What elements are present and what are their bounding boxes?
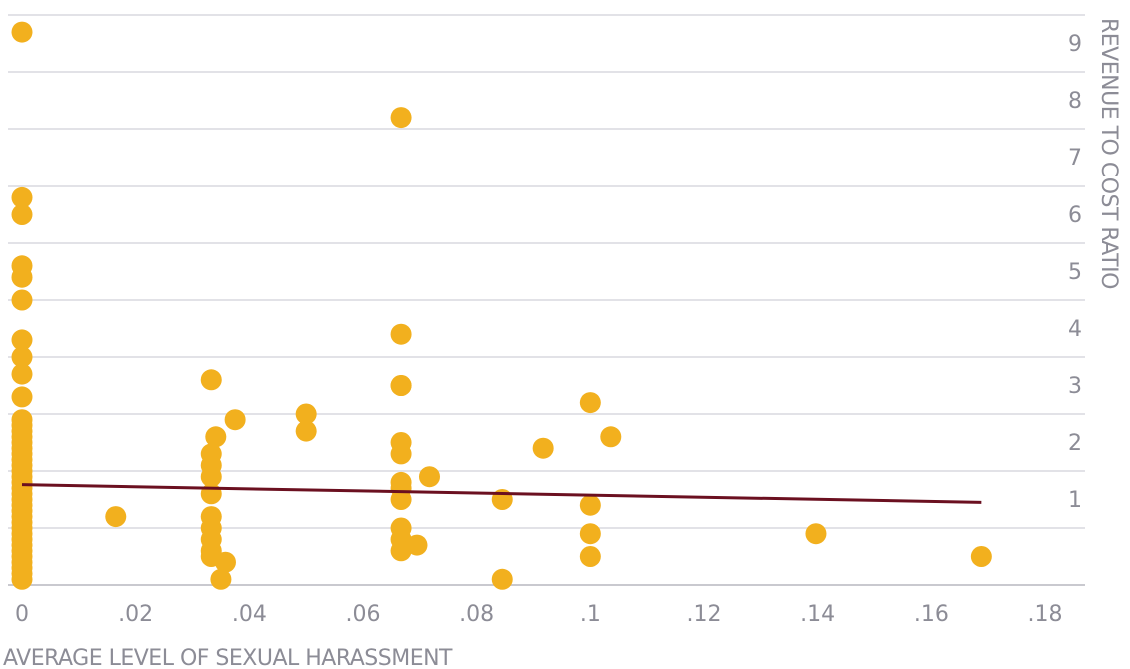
data-point <box>579 494 601 516</box>
x-tick-label: .08 <box>459 602 494 627</box>
y-tick-label: 1 <box>1068 488 1082 513</box>
data-point <box>11 204 33 225</box>
data-point <box>200 466 222 488</box>
data-point <box>406 534 428 556</box>
y-tick-label: 8 <box>1068 89 1082 114</box>
y-tick-label: 9 <box>1068 32 1082 57</box>
trendline-group <box>21 483 982 504</box>
y-axis-title: REVENUE TO COST RATIO <box>1096 18 1121 289</box>
data-point <box>11 568 33 590</box>
data-point <box>390 489 412 510</box>
data-point <box>11 329 33 351</box>
data-point <box>418 466 440 488</box>
x-tick-label: .02 <box>118 602 153 627</box>
data-point <box>11 21 33 43</box>
data-point <box>390 107 412 129</box>
data-point <box>200 483 222 505</box>
x-tick-label: .16 <box>914 602 949 627</box>
y-tick-label: 3 <box>1068 374 1082 399</box>
x-axis-title: AVERAGE LEVEL OF SEXUAL HARASSMENT <box>3 646 453 669</box>
data-point <box>600 426 622 448</box>
trendline <box>21 483 982 504</box>
y-tick-label: 7 <box>1068 146 1082 171</box>
data-point <box>390 375 412 396</box>
data-point <box>11 289 33 311</box>
data-point <box>295 420 317 442</box>
data-point <box>105 506 127 528</box>
data-point <box>205 426 227 448</box>
data-point <box>579 392 601 414</box>
y-tick-label: 4 <box>1068 317 1082 342</box>
y-tick-label: 2 <box>1068 431 1082 456</box>
y-tick-labels: 12345678910 <box>1068 32 1082 513</box>
data-points <box>11 21 992 590</box>
data-point <box>200 369 222 391</box>
data-point <box>579 546 601 567</box>
data-point <box>805 523 827 545</box>
data-point <box>11 363 33 385</box>
x-tick-label: .12 <box>687 602 722 627</box>
data-point <box>970 546 992 567</box>
data-point <box>214 551 236 573</box>
data-point <box>579 523 601 545</box>
x-tick-label: .1 <box>580 602 601 627</box>
data-point <box>224 409 246 431</box>
data-point <box>390 540 412 562</box>
gridlines <box>8 14 1085 529</box>
data-point <box>390 443 412 465</box>
data-point <box>295 403 317 425</box>
data-point <box>11 186 33 208</box>
y-tick-label: 6 <box>1068 203 1082 228</box>
x-tick-label: 0 <box>15 602 29 627</box>
x-tick-label: .14 <box>800 602 835 627</box>
data-point <box>210 568 232 590</box>
data-point <box>11 266 33 288</box>
data-point <box>11 346 33 368</box>
data-point <box>390 323 412 345</box>
x-tick-label: .18 <box>1028 602 1063 627</box>
y-tick-label: 5 <box>1068 260 1082 285</box>
x-tick-label: .06 <box>346 602 381 627</box>
data-point <box>532 437 554 459</box>
x-tick-label: .04 <box>232 602 267 627</box>
data-point <box>11 386 33 408</box>
x-tick-labels: 0 .02 .04 .06 .08 .1 .12 .14 .16 .18 <box>15 602 1063 627</box>
data-point <box>491 568 513 590</box>
